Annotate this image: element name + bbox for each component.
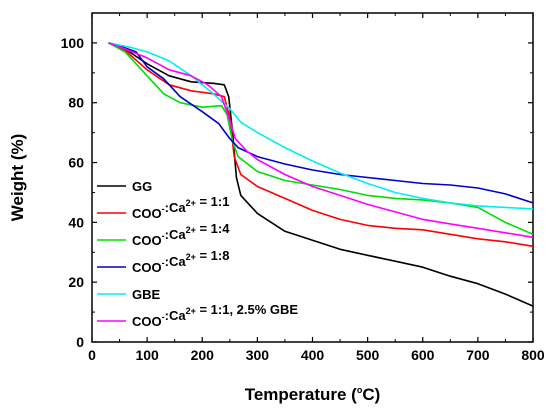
legend-label-4: COO-:Ca2+ = 1:8 [132, 248, 229, 275]
series-line-2 [108, 42, 534, 248]
y-axis-title: Weight (%) [8, 134, 27, 222]
x-tick-label: 300 [246, 347, 270, 363]
series-line-5 [108, 42, 534, 210]
y-tick-label: 20 [68, 274, 84, 290]
legend-label-5: GBE [132, 287, 161, 302]
x-tick-label: 500 [356, 347, 380, 363]
legend-label-6: COO-:Ca2+ = 1:1, 2.5% GBE [132, 302, 298, 329]
y-tick-label: 0 [76, 334, 84, 350]
x-axis-title: Temperature (oC) [245, 385, 381, 404]
y-tick-label: 100 [61, 35, 85, 51]
x-tick-label: 200 [191, 347, 215, 363]
x-tick-label: 800 [521, 347, 545, 363]
y-tick-label: 80 [68, 95, 84, 111]
axis-titles: Temperature (oC) Weight (%) [8, 134, 380, 404]
x-tick-label: 0 [88, 347, 96, 363]
series-line-1 [108, 42, 534, 307]
series-lines [108, 42, 534, 307]
x-tick-label: 600 [411, 347, 435, 363]
series-line-4 [108, 42, 534, 204]
legend-label-2: COO-:Ca2+ = 1:1 [132, 194, 229, 221]
axis-ticks: 0 100 200 300 400 500 600 700 800 0 20 40 60 80 100 [61, 13, 545, 363]
x-tick-label: 400 [301, 347, 325, 363]
x-tick-label: 700 [466, 347, 490, 363]
series-line-6 [108, 42, 534, 239]
y-tick-label: 40 [68, 214, 84, 230]
legend-label-1: GG [132, 179, 152, 194]
x-tick-label: 100 [135, 347, 159, 363]
legend-label-3: COO-:Ca2+ = 1:4 [132, 221, 230, 248]
y-tick-label: 60 [68, 155, 84, 171]
